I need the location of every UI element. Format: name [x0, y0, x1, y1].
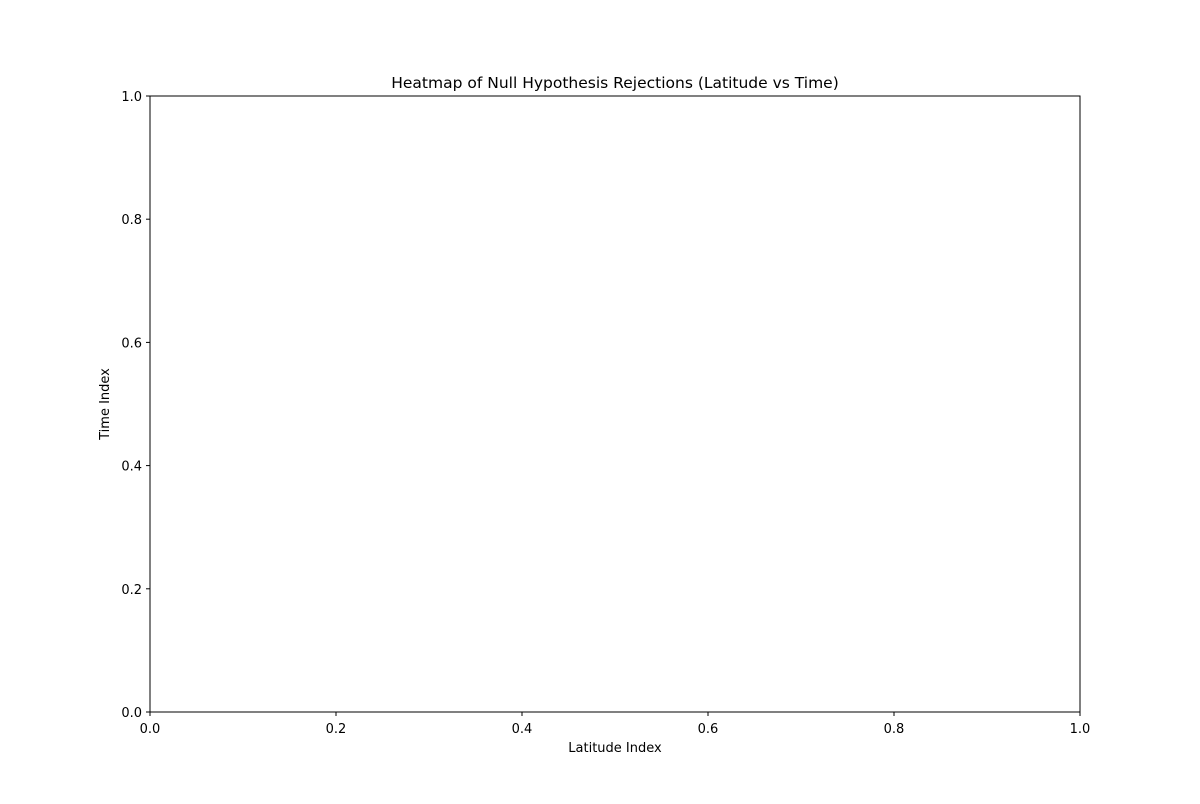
y-tick-label: 0.2 — [121, 583, 142, 598]
x-axis-ticks: 0.0 0.2 0.4 0.6 0.8 1.0 — [140, 712, 1091, 737]
x-tick-label: 0.8 — [884, 722, 905, 737]
x-tick-label: 1.0 — [1070, 722, 1091, 737]
y-tick-label: 0.6 — [121, 336, 142, 351]
y-tick-label: 1.0 — [121, 90, 142, 105]
chart-title: Heatmap of Null Hypothesis Rejections (L… — [391, 74, 839, 92]
y-tick-label: 0.4 — [121, 460, 142, 475]
x-tick-label: 0.0 — [140, 722, 161, 737]
x-tick-label: 0.2 — [326, 722, 347, 737]
y-tick-label: 0.8 — [121, 213, 142, 228]
x-tick-label: 0.4 — [512, 722, 533, 737]
plot-area — [149, 95, 1081, 713]
y-tick-label: 0.0 — [121, 706, 142, 721]
y-axis-label: Time Index — [98, 368, 113, 441]
y-axis-ticks: 0.0 0.2 0.4 0.6 0.8 1.0 — [121, 90, 150, 721]
x-tick-label: 0.6 — [698, 722, 719, 737]
x-axis-label: Latitude Index — [568, 741, 662, 756]
